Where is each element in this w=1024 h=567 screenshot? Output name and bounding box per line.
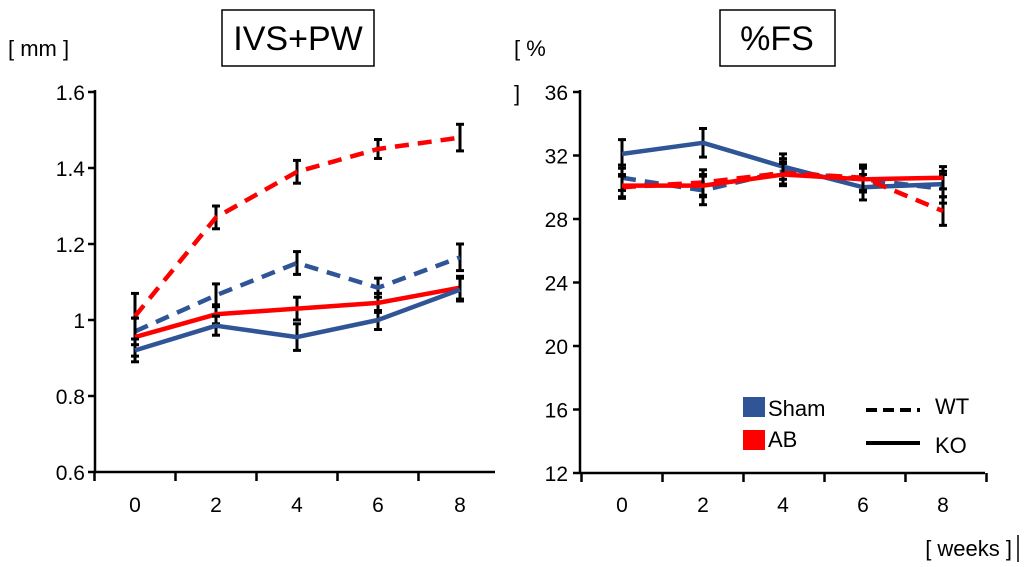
x-tick-label: 6	[857, 494, 869, 517]
x-tick-label: 8	[454, 494, 466, 517]
series-line	[133, 135, 461, 318]
series-group	[618, 127, 947, 227]
y-axis-label-cont: ]	[514, 81, 520, 106]
x-tick-label: 4	[291, 494, 303, 517]
y-tick-label: 1	[73, 310, 85, 333]
y-tick-label: 1.6	[56, 82, 85, 105]
x-tick-label: 6	[372, 494, 384, 517]
y-tick-label: 16	[545, 400, 568, 423]
x-tick-label: 4	[777, 494, 789, 517]
x-tick-label: 8	[937, 494, 949, 517]
chart-title-box	[221, 9, 375, 67]
legend-swatch-sham	[743, 397, 765, 417]
y-tick-labels: 0.6 0.8 1 1.2 1.4 1.6	[56, 82, 86, 485]
chart-title-box	[719, 9, 836, 67]
axes	[88, 90, 495, 481]
y-tick-label: 20	[545, 336, 568, 359]
chart-ivs-pw: IVS+PW [ mm ] 0.6 0.8 1 1.2 1.4 1.6 0 2 4 6 8	[8, 9, 495, 517]
series-line	[134, 285, 461, 340]
series-ab-ko	[618, 161, 947, 199]
series-line	[134, 255, 461, 334]
legend-label-wt: WT	[935, 394, 969, 419]
legend-label-sham: Sham	[768, 396, 825, 421]
y-tick-label: 28	[545, 209, 568, 232]
x-tick-labels: 0 2 4 6 8	[616, 494, 949, 517]
x-axis-unit: [ weeks ]	[925, 536, 1012, 561]
x-tick-label: 2	[697, 494, 709, 517]
y-tick-label: 12	[545, 463, 568, 486]
y-tick-label: 0.6	[56, 462, 85, 485]
x-tick-label: 0	[129, 494, 141, 517]
legend: Sham AB WT KO	[743, 394, 969, 458]
x-tick-label: 2	[210, 494, 222, 517]
axes	[573, 90, 988, 482]
x-tick-labels: 0 2 4 6 8	[129, 494, 466, 517]
legend-label-ab: AB	[768, 427, 797, 452]
series-line	[622, 172, 944, 188]
y-tick-labels: 12 16 20 24 28 32 36	[545, 82, 569, 486]
y-tick-label: 1.4	[56, 158, 86, 181]
legend-swatch-ab	[743, 430, 765, 450]
y-tick-label: 1.2	[56, 234, 85, 257]
legend-label-ko: KO	[935, 433, 967, 458]
series-line	[134, 287, 461, 353]
chart-title: IVS+PW	[233, 20, 362, 58]
y-axis-label: [ %	[514, 36, 546, 61]
x-tick-label: 0	[616, 494, 628, 517]
y-axis-label: [ mm ]	[8, 36, 69, 61]
y-tick-label: 0.8	[56, 386, 85, 409]
y-tick-label: 24	[545, 273, 569, 296]
y-tick-label: 32	[545, 146, 568, 169]
series-group	[131, 122, 464, 364]
series-sham-ko	[131, 276, 464, 364]
y-tick-label: 36	[545, 82, 568, 105]
chart-title: %FS	[740, 20, 814, 58]
